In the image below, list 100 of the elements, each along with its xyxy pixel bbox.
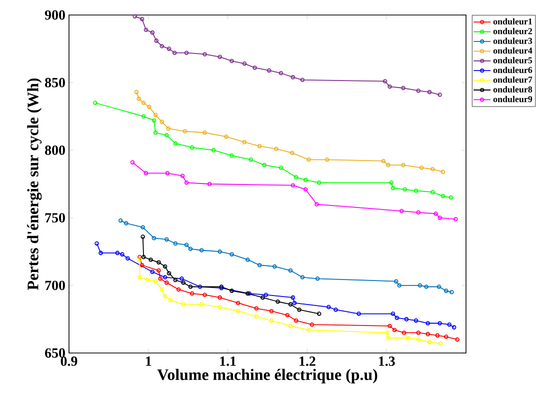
point — [257, 144, 262, 148]
point — [188, 246, 193, 252]
point — [303, 178, 308, 182]
point — [211, 148, 216, 152]
point — [416, 210, 421, 215]
point — [274, 146, 278, 151]
point — [181, 302, 186, 306]
point — [418, 283, 422, 288]
point — [153, 130, 158, 135]
point — [141, 114, 146, 119]
point — [164, 237, 169, 242]
point — [419, 166, 424, 170]
point — [202, 130, 207, 135]
point — [388, 324, 392, 328]
point — [290, 295, 296, 300]
y-tick-label: 700 — [45, 280, 65, 290]
point — [218, 304, 222, 310]
point — [430, 166, 435, 172]
point — [385, 330, 390, 335]
point — [416, 330, 421, 335]
point — [435, 333, 440, 338]
point — [440, 194, 446, 198]
point — [168, 298, 173, 302]
point — [382, 79, 388, 84]
point — [397, 283, 402, 288]
point — [147, 104, 152, 110]
point — [303, 187, 308, 192]
point — [160, 44, 164, 48]
point — [430, 190, 435, 194]
x-tick-label: 1.3 — [379, 356, 395, 366]
point — [326, 304, 331, 310]
point — [172, 50, 177, 55]
point — [230, 153, 234, 158]
point — [207, 182, 212, 186]
point — [202, 292, 207, 298]
point — [334, 308, 338, 312]
point — [260, 295, 265, 300]
point — [230, 288, 234, 293]
point — [272, 264, 277, 269]
point — [392, 328, 397, 332]
point — [230, 58, 234, 64]
point — [160, 120, 164, 124]
point — [294, 318, 298, 323]
point — [141, 100, 146, 106]
point — [290, 75, 296, 80]
point — [246, 258, 250, 262]
point — [136, 96, 142, 101]
point — [140, 16, 144, 22]
point — [188, 284, 193, 289]
point — [285, 313, 290, 318]
point — [447, 322, 452, 327]
legend-label: onduleur3 — [493, 38, 532, 44]
point — [401, 86, 406, 90]
point — [242, 62, 247, 66]
point — [198, 284, 202, 289]
point — [438, 321, 442, 326]
point — [156, 260, 161, 265]
point — [278, 166, 284, 170]
point — [144, 171, 148, 176]
point — [314, 202, 319, 206]
point — [166, 126, 170, 131]
point — [148, 258, 153, 262]
point — [152, 236, 156, 240]
point — [173, 278, 178, 282]
point — [115, 250, 120, 256]
y-tick-label: 850 — [45, 78, 65, 88]
point — [180, 174, 185, 178]
point — [184, 180, 189, 185]
legend-label: onduleur7 — [493, 76, 532, 83]
point — [262, 162, 266, 168]
point — [388, 84, 392, 89]
point — [444, 288, 448, 293]
point — [184, 242, 189, 247]
point — [141, 254, 146, 260]
point — [248, 158, 253, 162]
point — [173, 241, 178, 246]
point — [153, 279, 158, 284]
point — [202, 52, 207, 56]
point — [310, 322, 314, 327]
point — [288, 268, 293, 273]
point — [394, 279, 398, 284]
point — [444, 334, 448, 339]
point — [140, 262, 144, 268]
point — [290, 150, 294, 156]
point — [138, 275, 142, 280]
point — [427, 340, 432, 344]
point — [124, 221, 128, 226]
point — [394, 316, 400, 320]
point — [290, 183, 296, 188]
point — [176, 287, 181, 292]
point — [199, 302, 204, 306]
point — [269, 308, 274, 314]
point — [254, 306, 259, 311]
point — [424, 284, 428, 289]
point — [173, 141, 178, 146]
point — [269, 318, 274, 323]
point — [386, 336, 390, 340]
point — [181, 280, 186, 285]
point — [162, 275, 168, 280]
point — [242, 140, 247, 144]
